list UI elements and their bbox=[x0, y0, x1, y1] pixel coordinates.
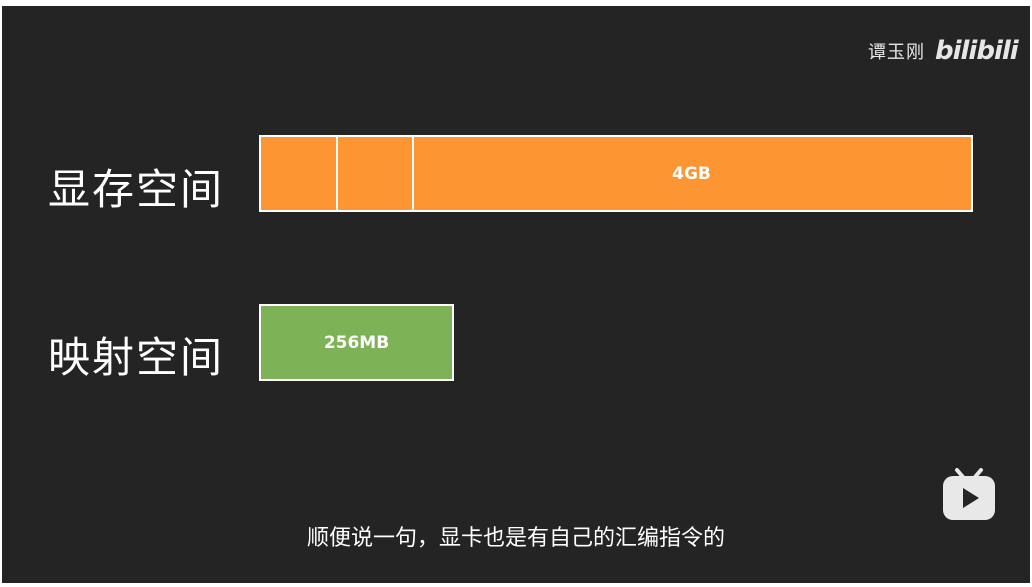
vram-bar: 4GB bbox=[259, 135, 973, 212]
mapped-space-label: 映射空间 bbox=[48, 324, 224, 385]
bilibili-logo: bilibili bbox=[935, 36, 1018, 66]
video-frame: 谭玉刚 bilibili 显存空间 4GB 映射空间 256MB 顺便说一句，显… bbox=[2, 6, 1030, 583]
watermark-author: 谭玉刚 bbox=[868, 38, 925, 64]
subtitle: 顺便说一句，显卡也是有自己的汇编指令的 bbox=[2, 520, 1030, 552]
mapped-space-bar: 256MB bbox=[259, 304, 454, 381]
vram-label: 显存空间 bbox=[48, 156, 224, 217]
vram-bar-text: 4GB bbox=[412, 137, 971, 210]
watermark: 谭玉刚 bilibili bbox=[868, 36, 1018, 66]
vram-segment-divider bbox=[336, 137, 338, 210]
bilibili-tv-icon bbox=[941, 466, 997, 522]
